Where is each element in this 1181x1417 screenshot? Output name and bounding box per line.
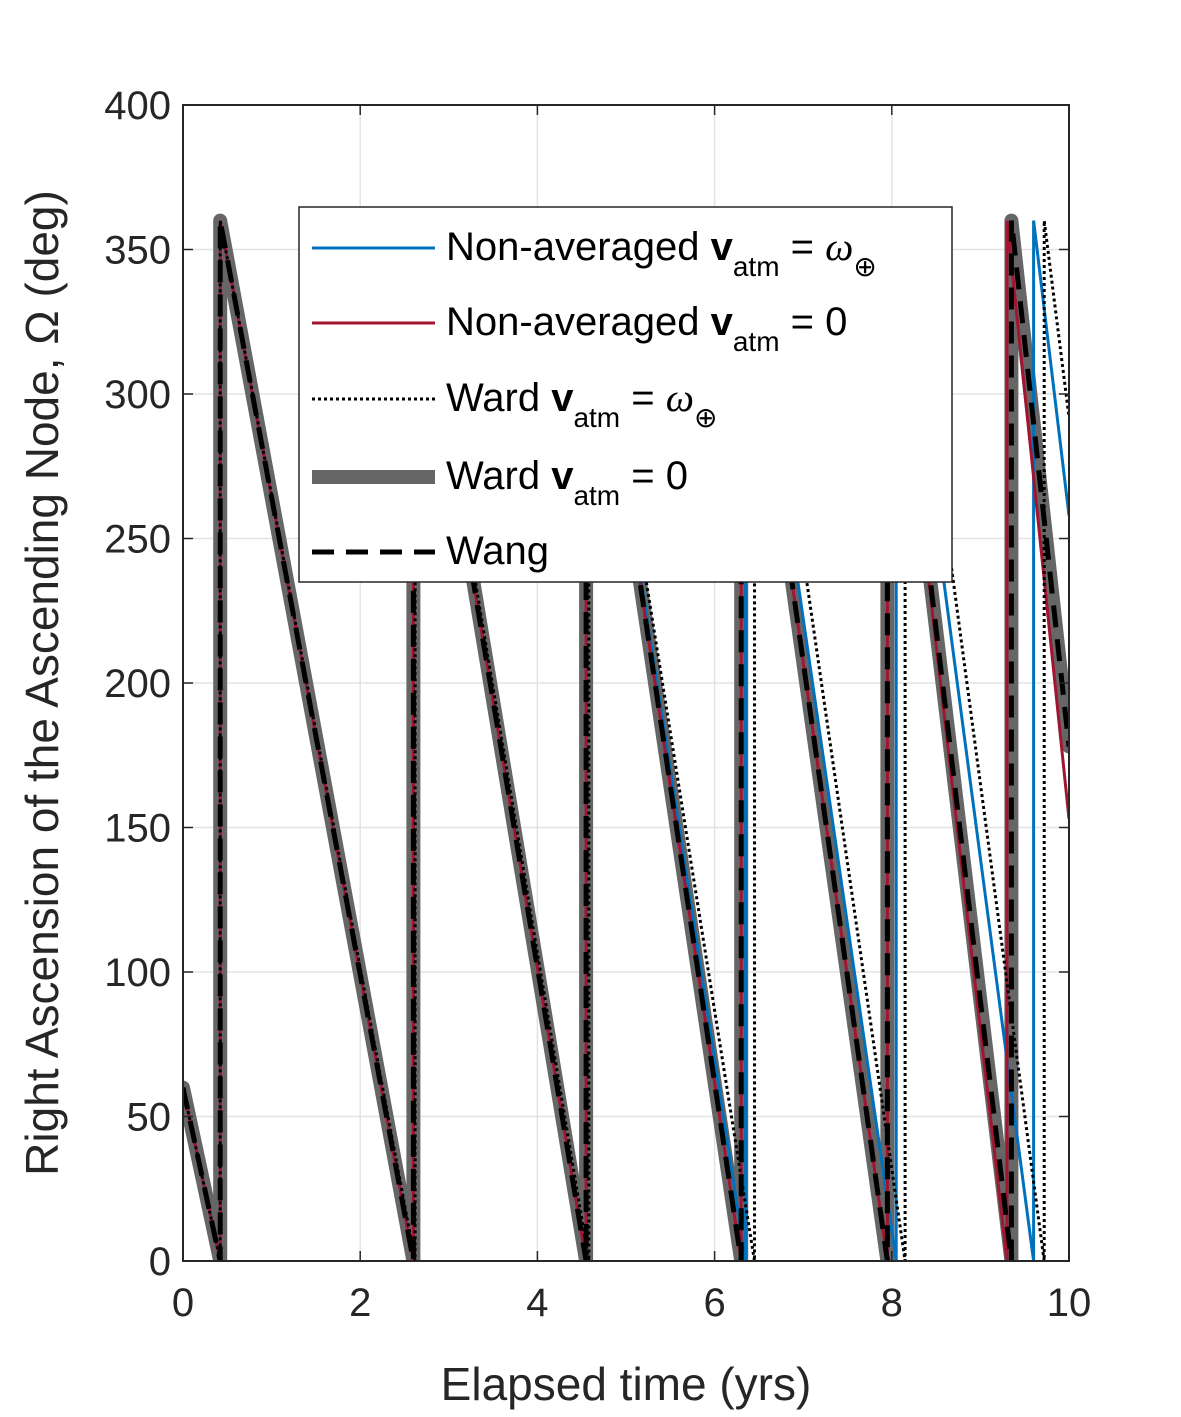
- legend-sub: atm: [573, 480, 620, 511]
- legend-entry-text: Ward vatm = ω⊕: [446, 375, 717, 433]
- legend-box: [298, 206, 953, 583]
- legend-mid: =: [780, 225, 826, 269]
- y-tick-label: 250: [104, 518, 171, 562]
- y-tick-label: 100: [104, 951, 171, 995]
- y-tick-label: 300: [104, 373, 171, 417]
- y-tick-label: 200: [104, 662, 171, 706]
- legend-prefix: Non-averaged: [446, 225, 711, 269]
- legend-prefix: Wang: [446, 529, 549, 573]
- legend-prefix: Ward: [446, 454, 551, 498]
- legend: Non-averaged vatm = ω⊕Non-averaged vatm …: [298, 206, 953, 583]
- y-tick-labels: 0 50 100 150 200 250 300 350 400: [104, 84, 171, 1284]
- legend-entry-text: Ward vatm = 0: [446, 454, 688, 511]
- x-tick-label: 2: [349, 1281, 371, 1325]
- legend-bold: v: [711, 225, 734, 269]
- x-tick-label: 8: [881, 1281, 903, 1325]
- legend-bold: v: [551, 376, 574, 420]
- series-line-wang: [183, 220, 1069, 1261]
- ticks: [182, 104, 1070, 1262]
- legend-mid: = 0: [620, 454, 688, 498]
- legend-mid: = 0: [780, 300, 848, 344]
- y-tick-label: 350: [104, 229, 171, 273]
- legend-entry-text: Non-averaged vatm = 0: [446, 300, 847, 357]
- legend-sub: atm: [573, 402, 620, 433]
- legend-entry-text: Non-averaged vatm = ω⊕: [446, 224, 877, 282]
- legend-sub: atm: [733, 251, 780, 282]
- legend-prefix: Ward: [446, 376, 551, 420]
- x-tick-label: 6: [703, 1281, 725, 1325]
- y-tick-label: 400: [104, 84, 171, 128]
- legend-sym: ω: [666, 375, 694, 420]
- x-tick-label: 10: [1047, 1281, 1092, 1325]
- legend-bold: v: [551, 454, 574, 498]
- y-tick-label: 150: [104, 807, 171, 851]
- legend-prefix: Non-averaged: [446, 300, 711, 344]
- x-tick-label: 4: [526, 1281, 548, 1325]
- legend-mid: =: [620, 376, 666, 420]
- legend-sub: atm: [733, 326, 780, 357]
- y-axis-label: Right Ascension of the Ascending Node, Ω…: [16, 190, 68, 1176]
- y-tick-label: 50: [127, 1096, 172, 1140]
- x-tick-labels: 0 2 4 6 8 10: [172, 1281, 1091, 1325]
- legend-symsub: ⊕: [853, 251, 876, 282]
- legend-entry-text: Wang: [446, 529, 549, 573]
- y-tick-label: 0: [149, 1240, 171, 1284]
- legend-bold: v: [711, 300, 734, 344]
- x-axis-label: Elapsed time (yrs): [441, 1358, 812, 1410]
- legend-symsub: ⊕: [694, 402, 717, 433]
- x-tick-label: 0: [172, 1281, 194, 1325]
- series-layer: [183, 213, 1069, 1261]
- legend-sym: ω: [825, 224, 853, 269]
